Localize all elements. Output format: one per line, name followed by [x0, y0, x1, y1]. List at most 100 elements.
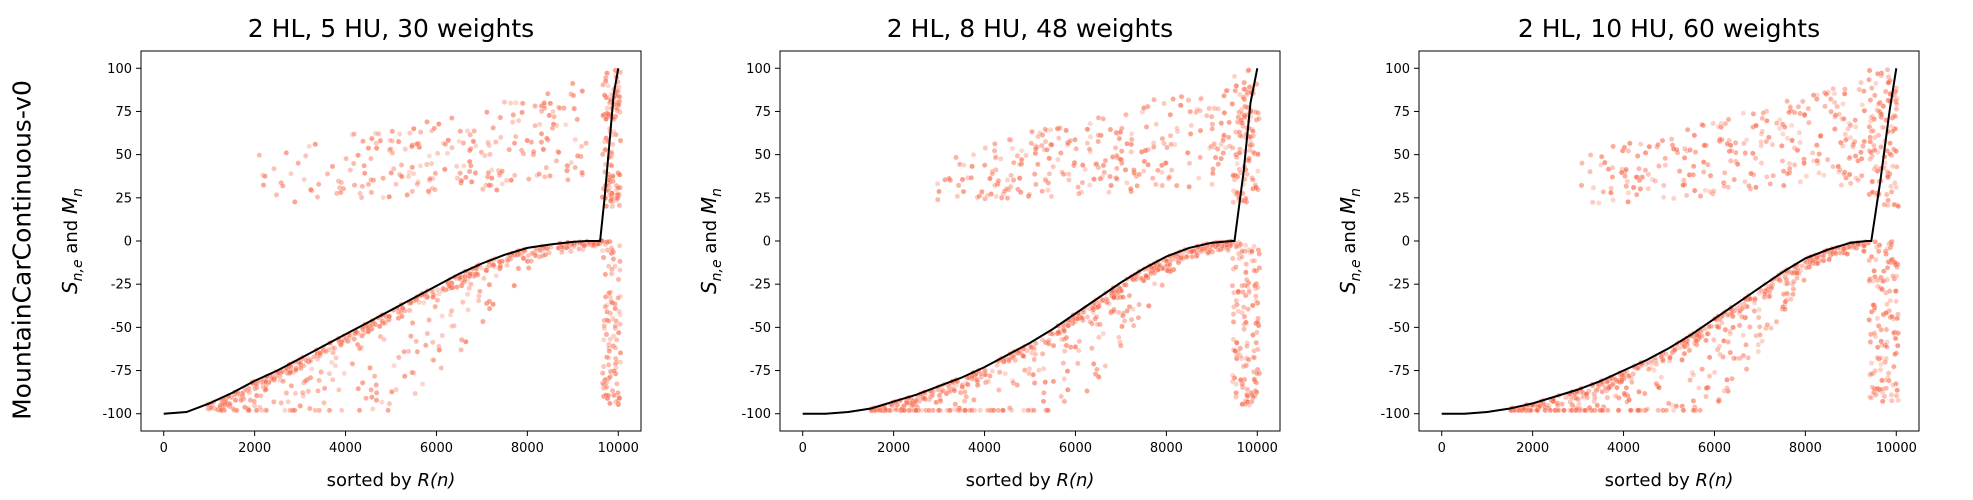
scatter-point: [609, 203, 616, 210]
scatter-point: [1095, 374, 1102, 380]
scatter-point: [1170, 266, 1177, 273]
scatter-point: [1229, 144, 1236, 151]
scatter-point: [1835, 163, 1842, 170]
scatter-point: [1237, 149, 1243, 156]
scatter-point: [1868, 114, 1874, 121]
scatter-point: [324, 171, 331, 177]
scatter-point: [1159, 162, 1165, 169]
scatter-point: [1860, 143, 1866, 149]
scatter-point: [1060, 360, 1067, 366]
scatter-point: [1130, 322, 1137, 329]
scatter-point: [1884, 67, 1891, 73]
scatter-point: [1878, 274, 1884, 281]
scatter-point: [1241, 112, 1248, 119]
scatter-point: [1233, 244, 1239, 250]
scatter-point: [1594, 402, 1601, 409]
scatter-point: [1160, 265, 1166, 272]
scatter-point: [511, 172, 518, 179]
scatter-point: [404, 192, 411, 198]
scatter-point: [579, 172, 586, 178]
scatter-point: [1094, 321, 1101, 328]
y-tick-label: 0: [763, 235, 771, 250]
scatter-point: [1045, 340, 1052, 347]
scatter-point: [1086, 146, 1093, 152]
scatter-point: [280, 378, 286, 385]
scatter-point: [1229, 372, 1236, 379]
scatter-point: [1773, 120, 1780, 126]
scatter-point: [504, 262, 510, 269]
scatter-point: [1113, 152, 1120, 159]
scatter-point: [291, 199, 298, 205]
scatter-point: [1042, 177, 1049, 184]
scatter-point: [1753, 122, 1760, 129]
scatter-point: [379, 399, 385, 406]
scatter-point: [991, 147, 998, 154]
scatter-point: [1836, 111, 1842, 117]
scatter-point: [1893, 99, 1899, 105]
scatter-point: [361, 170, 368, 176]
scatter-point: [1759, 338, 1765, 344]
scatter-point: [1590, 184, 1597, 191]
scatter-point: [1711, 337, 1717, 343]
scatter-point: [1794, 147, 1801, 153]
scatter-point: [458, 177, 465, 184]
scatter-point: [388, 170, 395, 176]
scatter-point: [1150, 140, 1157, 146]
scatter-point: [293, 367, 299, 373]
scatter-point: [572, 164, 579, 171]
scatter-point: [1256, 251, 1263, 257]
scatter-point: [1821, 172, 1827, 178]
scatter-point: [402, 146, 409, 152]
scatter-point: [953, 154, 959, 161]
scatter-point: [1622, 173, 1628, 179]
scatter-point: [926, 396, 933, 403]
scatter-point: [1151, 280, 1158, 287]
scatter-point: [1075, 360, 1081, 367]
scatter-point: [601, 317, 608, 324]
scatter-point: [1050, 342, 1057, 349]
scatter-point: [395, 138, 402, 145]
scatter-point: [1680, 407, 1687, 414]
scatter-point: [607, 373, 614, 380]
scatter-point: [1878, 111, 1885, 118]
scatter-point: [1790, 291, 1796, 298]
scatter-point: [1893, 184, 1900, 191]
scatter-point: [938, 388, 945, 395]
scatter-point: [1640, 174, 1646, 180]
scatter-point: [1095, 164, 1102, 171]
scatter-point: [1151, 144, 1157, 150]
x-tick-label: 8000: [511, 441, 544, 456]
scatter-point: [615, 329, 622, 336]
scatter-point: [1195, 175, 1202, 181]
scatter-point: [441, 166, 448, 173]
scatter-point: [507, 100, 514, 106]
scatter-point: [1875, 323, 1882, 329]
scatter-point: [1193, 250, 1200, 257]
scatter-point: [1245, 279, 1252, 286]
scatter-point: [1204, 112, 1210, 119]
scatter-point: [1095, 115, 1102, 121]
scatter-point: [1801, 277, 1807, 284]
scatter-point: [538, 130, 545, 137]
scatter-point: [340, 185, 347, 192]
scatter-point: [486, 182, 493, 188]
scatter-point: [1124, 179, 1130, 186]
scatter-point: [937, 396, 944, 403]
scatter-point: [1810, 92, 1817, 98]
scatter-point: [318, 369, 324, 375]
scatter-point: [615, 184, 622, 191]
scatter-point: [605, 361, 612, 368]
scatter-point: [338, 342, 344, 348]
scatter-point: [1642, 390, 1648, 397]
scatter-point: [445, 137, 452, 144]
scatter-point: [432, 303, 439, 310]
scatter-point: [520, 255, 527, 262]
x-axis-label: sorted by R(n): [966, 470, 1095, 491]
scatter-point: [1048, 193, 1055, 200]
scatter-point: [1002, 370, 1009, 377]
scatter-point: [480, 318, 486, 325]
scatter-point: [1073, 145, 1079, 152]
scatter-point: [1867, 339, 1874, 345]
scatter-point: [1095, 132, 1102, 138]
scatter-point: [572, 136, 579, 143]
